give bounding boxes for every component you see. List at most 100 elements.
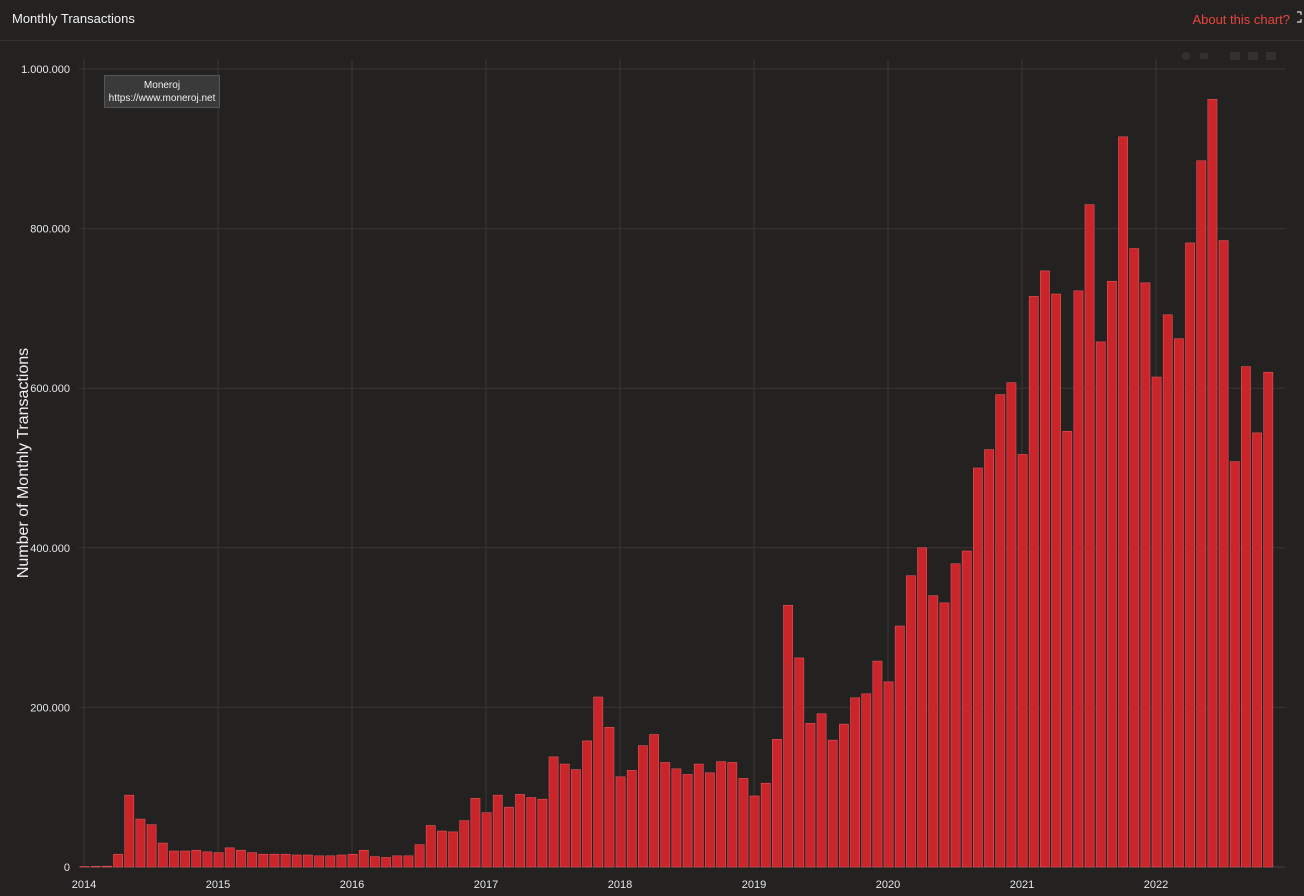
bar[interactable] [727,762,738,868]
bar[interactable] [90,866,101,868]
chart-toolbar[interactable] [1180,50,1290,62]
bar[interactable] [693,763,704,868]
bar[interactable] [794,657,805,868]
bar[interactable] [381,857,391,868]
bar[interactable] [827,739,838,868]
bar[interactable] [850,697,860,868]
bar[interactable] [492,794,503,868]
bar[interactable] [213,852,224,868]
bar[interactable] [894,625,905,868]
bar[interactable] [236,849,246,868]
bar[interactable] [526,797,537,868]
bar[interactable] [839,723,849,868]
download-icon[interactable] [1266,52,1276,60]
bar[interactable] [593,696,604,868]
bar[interactable] [649,734,659,868]
bar[interactable] [1062,430,1073,868]
about-chart-link[interactable]: About this chart? [1192,12,1290,27]
bar[interactable] [939,602,950,868]
bar[interactable] [470,798,481,868]
bar[interactable] [1107,280,1117,868]
bar[interactable] [414,844,425,868]
bar[interactable] [314,855,324,868]
bar[interactable] [1073,290,1084,868]
bar[interactable] [403,855,414,868]
reset-icon[interactable] [1248,52,1258,60]
bar[interactable] [124,794,135,868]
bar[interactable] [515,794,525,868]
bar[interactable] [883,681,894,868]
bar[interactable] [157,842,168,868]
bar[interactable] [906,575,916,868]
select-icon[interactable] [1230,52,1240,60]
bar[interactable] [169,850,179,868]
bar[interactable] [1252,432,1262,868]
bar[interactable] [917,547,927,868]
bar[interactable] [347,853,358,868]
bar[interactable] [738,778,749,868]
bar[interactable] [604,727,615,868]
bar[interactable] [961,550,972,868]
bar[interactable] [1129,248,1140,868]
bar[interactable] [671,768,682,868]
bar[interactable] [950,563,961,868]
bar[interactable] [269,853,280,868]
bar[interactable] [1196,160,1207,868]
bar[interactable] [548,756,559,868]
bar[interactable] [448,831,458,868]
expand-icon[interactable] [1296,11,1302,23]
bar[interactable] [772,739,782,868]
bar[interactable] [805,723,816,868]
bar[interactable] [984,449,994,868]
bar[interactable] [1151,376,1162,868]
bar[interactable] [1017,454,1028,868]
bar[interactable] [1207,99,1218,868]
bar[interactable] [1185,242,1195,868]
bar[interactable] [973,467,983,868]
bar[interactable] [370,856,380,868]
bar[interactable] [783,604,793,868]
bar[interactable] [626,770,637,868]
pan-icon[interactable] [1200,53,1208,59]
bar[interactable] [191,849,202,868]
bar[interactable] [1140,282,1151,868]
bar[interactable] [1028,296,1039,868]
bar[interactable] [280,853,291,868]
bar[interactable] [481,812,492,868]
bar[interactable] [325,855,336,868]
bar[interactable] [1263,371,1274,868]
bar[interactable] [358,849,369,868]
bar[interactable] [303,854,313,868]
bar[interactable] [504,806,514,868]
bar[interactable] [928,595,939,868]
bar[interactable] [437,830,447,868]
bar[interactable] [180,850,190,868]
bar[interactable] [1040,270,1050,868]
bar[interactable] [113,853,123,868]
bar[interactable] [537,798,548,868]
bar[interactable] [582,740,592,868]
bar[interactable] [291,854,302,868]
bar[interactable] [1241,366,1251,868]
bar[interactable] [559,763,570,868]
bar[interactable] [336,854,347,868]
bar[interactable] [392,855,403,868]
zoom-icon[interactable] [1182,52,1190,60]
bar[interactable] [459,820,470,868]
bar[interactable] [1051,293,1061,868]
bar[interactable] [102,865,112,868]
bar[interactable] [1218,240,1229,868]
bar[interactable] [615,776,626,868]
bar[interactable] [716,761,726,868]
bar[interactable] [571,769,581,868]
bar[interactable] [146,824,157,868]
bar[interactable] [135,818,146,868]
bar[interactable] [247,852,257,868]
bar[interactable] [760,782,771,868]
bar[interactable] [682,774,693,868]
bar[interactable] [1174,338,1184,868]
bar[interactable] [1084,204,1095,868]
bar[interactable] [872,660,883,868]
bar[interactable] [258,853,269,868]
bar[interactable] [1095,341,1106,868]
